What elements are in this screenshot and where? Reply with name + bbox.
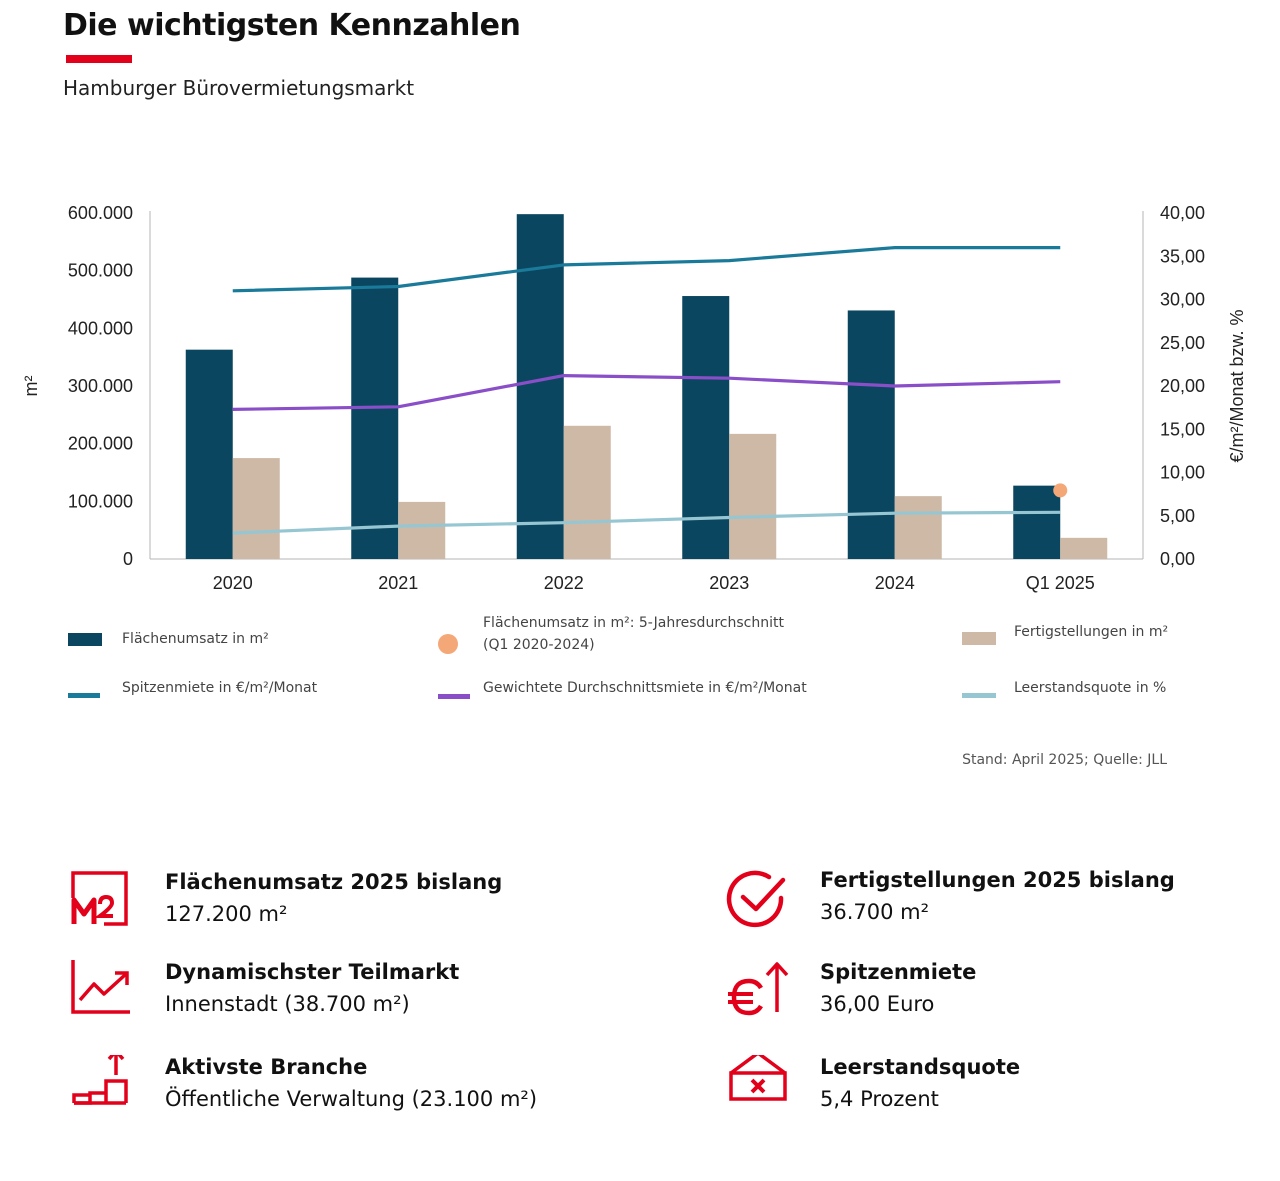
kpi-value: 36,00 Euro [820,992,935,1016]
kpi-teilmarkt: Dynamischster Teilmarkt Innenstadt (38.7… [70,960,630,1030]
bar-flaechenumsatz [847,310,895,559]
y2-tick-label: 40,00 [1160,203,1205,223]
legend-swatch-durchschnittsmiete [438,694,470,699]
chart: 0 100.000 200.000 300.000 400.000 500.000 600.… [21,203,1247,593]
y2-axis-label: €/m²/Monat bzw. % [1227,309,1247,462]
legend-swatch-spitzenmiete [68,693,100,698]
steps-arrow-up-icon [72,1055,128,1105]
page-subtitle: Hamburger Bürovermietungsmarkt [63,76,415,100]
legend-label: Gewichtete Durchschnittsmiete in €/m²/Mo… [483,680,807,696]
y2-tick-label: 30,00 [1160,290,1205,310]
marker-5-jahresdurchschnitt [1053,483,1068,498]
bar-fertigstellungen [232,458,280,559]
y2-tick-label: 5,00 [1160,506,1195,526]
euro-arrow-up-icon [728,962,789,1016]
kpi-label: Spitzenmiete [820,960,977,984]
legend-label: Leerstandsquote in % [1014,680,1167,696]
line-spitzenmiete [232,245,1061,293]
bar-flaechenumsatz [516,214,564,560]
y-axis-label: m² [21,376,41,397]
bar-fertigstellungen [1060,537,1108,559]
x-tick-label: 2022 [544,573,584,593]
y-tick-label: 500.000 [68,261,133,281]
bar-flaechenumsatz [185,349,233,559]
m2-icon [71,871,128,926]
bar-flaechenumsatz [682,296,730,559]
kpi-value: Innenstadt (38.700 m²) [165,992,410,1016]
kpi-fertigstellungen: Fertigstellungen 2025 bislang 36.700 m² [725,868,1280,938]
legend-label: Spitzenmiete in €/m²/Monat [122,680,318,696]
y2-tick-label: 15,00 [1160,419,1205,439]
legend-label: Flächenumsatz in m² [122,631,269,647]
trend-chart-icon [71,960,130,1014]
y2-tick-label: 35,00 [1160,246,1205,266]
legend-label: Flächenumsatz in m²: 5-Jahresdurchschnit… [483,615,784,631]
y2-tick-label: 25,00 [1160,333,1205,353]
bar-flaechenumsatz [351,277,399,559]
x-tick-label: Q1 2025 [1026,573,1095,593]
kpi-label: Aktivste Branche [165,1055,368,1079]
bar-flaechenumsatz [1013,485,1061,559]
y-tick-label: 200.000 [68,434,133,454]
kpi-label: Fertigstellungen 2025 bislang [820,868,1175,892]
vacancy-sign-icon [729,1055,787,1101]
kpi-value: 5,4 Prozent [820,1087,939,1111]
legend-swatch-fertigstellungen [962,632,996,645]
y-tick-label: 600.000 [68,203,133,223]
bar-fertigstellungen [563,425,611,559]
legend-swatch-flaechenumsatz [68,633,102,646]
y-tick-label: 100.000 [68,491,133,511]
line-durchschnittsmiete [232,374,1061,411]
bar-fertigstellungen [398,501,446,559]
x-tick-label: 2021 [378,573,418,593]
page-title: Die wichtigsten Kennzahlen [63,8,521,43]
x-tick-label: 2020 [213,573,253,593]
y-tick-label: 300.000 [68,376,133,396]
x-tick-label: 2024 [875,573,915,593]
y-tick-label: 0 [123,549,133,569]
kpi-value: Öffentliche Verwaltung (23.100 m²) [165,1087,538,1111]
kpi-flaechenumsatz: Flächenumsatz 2025 bislang 127.200 m² [70,870,630,940]
x-tick-label: 2023 [709,573,749,593]
legend-label-line2: (Q1 2020-2024) [483,637,595,653]
legend-swatch-leerstand [962,693,996,698]
kpi-value: 127.200 m² [165,902,288,926]
kpi-label: Flächenumsatz 2025 bislang [165,870,503,894]
kpi-value: 36.700 m² [820,900,930,924]
kpi-leerstand: Leerstandsquote 5,4 Prozent [725,1055,1280,1125]
checkmark-circle-icon [726,870,786,928]
y2-tick-label: 0,00 [1160,549,1195,569]
title-accent-bar [66,55,132,63]
kpi-label: Dynamischster Teilmarkt [165,960,460,984]
legend-label: Fertigstellungen in m² [1014,624,1169,640]
y2-tick-label: 20,00 [1160,376,1205,396]
bar-fertigstellungen [894,496,942,559]
source-note: Stand: April 2025; Quelle: JLL [962,752,1167,768]
kpi-spitzenmiete: Spitzenmiete 36,00 Euro [725,960,1280,1030]
y-tick-label: 400.000 [68,318,133,338]
y2-tick-label: 10,00 [1160,463,1205,483]
kpi-branche: Aktivste Branche Öffentliche Verwaltung … [70,1055,630,1125]
line-leerstandsquote [232,510,1061,535]
bar-fertigstellungen [729,433,777,559]
legend-swatch-durchschnitt [438,634,458,654]
kpi-label: Leerstandsquote [820,1055,1021,1079]
